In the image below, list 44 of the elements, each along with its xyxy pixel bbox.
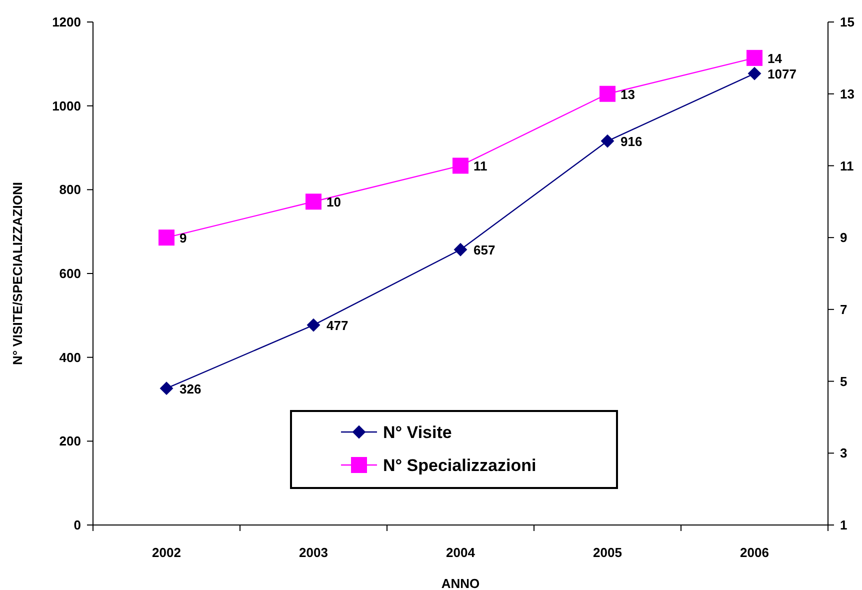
point bbox=[160, 382, 173, 395]
x-tick-label: 2002 bbox=[152, 545, 181, 560]
y-tick-label: 600 bbox=[59, 266, 81, 282]
x-tick-label: 2006 bbox=[740, 545, 769, 560]
point bbox=[746, 50, 762, 66]
data-label: 326 bbox=[180, 381, 202, 396]
point bbox=[748, 67, 761, 80]
data-label: 477 bbox=[326, 318, 348, 334]
legend-label: N° Visite bbox=[383, 422, 452, 442]
data-label: 1077 bbox=[768, 66, 796, 82]
y2-tick-label: 1 bbox=[840, 518, 848, 533]
x-tick-label: 2003 bbox=[299, 545, 328, 560]
point bbox=[158, 230, 174, 246]
y-tick-label: 1200 bbox=[52, 14, 81, 30]
point bbox=[454, 243, 467, 256]
y2-tick-label: 15 bbox=[840, 14, 854, 30]
y-tick-label: 0 bbox=[74, 518, 81, 533]
y-tick-label: 200 bbox=[59, 434, 81, 449]
data-label: 657 bbox=[474, 242, 496, 258]
data-label: 11 bbox=[474, 158, 488, 174]
y-tick-label: 1000 bbox=[52, 98, 81, 114]
y2-tick-label: 7 bbox=[840, 302, 848, 317]
data-label: 10 bbox=[326, 194, 341, 210]
point bbox=[306, 194, 322, 210]
point bbox=[307, 318, 320, 332]
y-axis-title: N° VISITE/SPECIALIZZAZIONI bbox=[10, 182, 25, 365]
y2-tick-label: 5 bbox=[840, 374, 848, 389]
point bbox=[601, 134, 614, 148]
x-tick-label: 2005 bbox=[593, 545, 622, 560]
y2-tick-label: 13 bbox=[840, 86, 854, 102]
data-label: 13 bbox=[620, 86, 635, 102]
data-label: 916 bbox=[620, 134, 642, 150]
data-label: 9 bbox=[180, 230, 187, 246]
y-tick-label: 800 bbox=[59, 182, 81, 198]
point bbox=[452, 158, 468, 174]
y-tick-label: 400 bbox=[59, 350, 81, 365]
x-axis-title: ANNO bbox=[441, 576, 480, 590]
y2-tick-label: 3 bbox=[840, 446, 848, 461]
y2-tick-label: 11 bbox=[840, 158, 854, 174]
legend-label: N° Specializzazioni bbox=[383, 456, 536, 475]
x-tick-label: 2004 bbox=[446, 545, 476, 560]
y2-tick-label: 9 bbox=[840, 230, 848, 246]
point bbox=[600, 86, 616, 102]
data-label: 14 bbox=[768, 50, 783, 66]
